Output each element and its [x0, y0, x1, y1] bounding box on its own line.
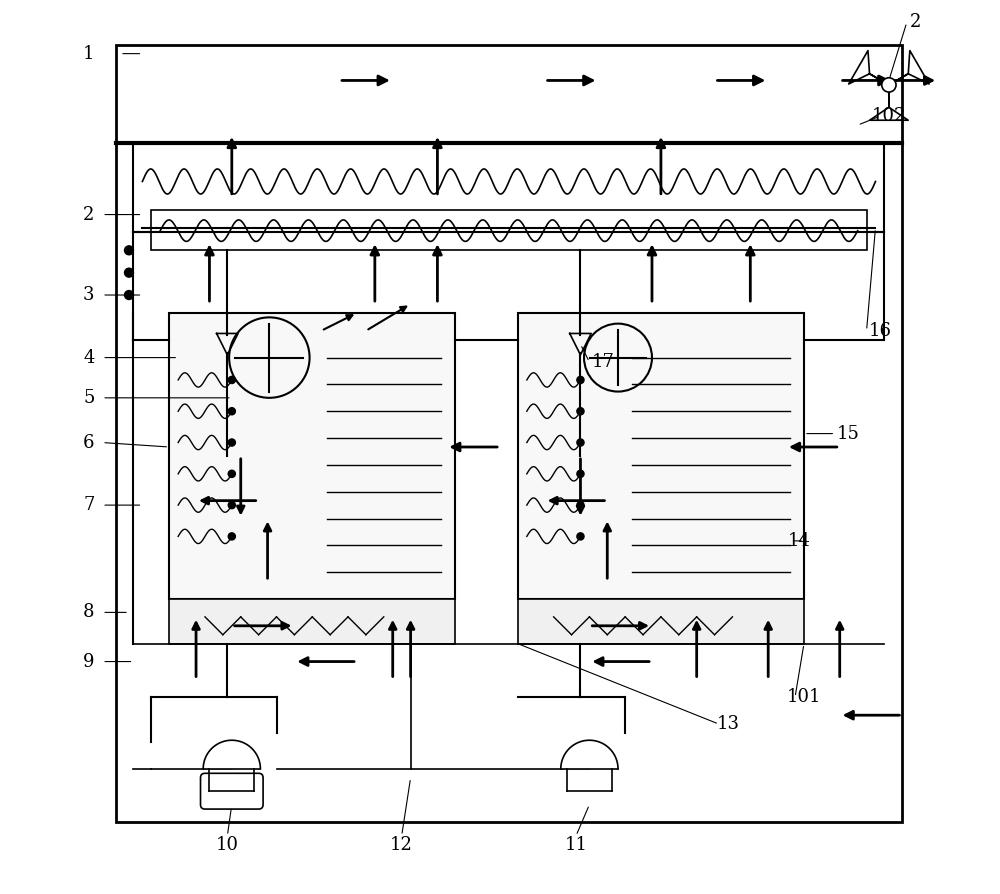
- Bar: [169, 599, 455, 644]
- Text: 3: 3: [83, 286, 95, 304]
- Polygon shape: [561, 740, 618, 769]
- Bar: [169, 313, 455, 599]
- Circle shape: [577, 376, 584, 384]
- FancyBboxPatch shape: [201, 773, 263, 809]
- Circle shape: [228, 502, 235, 509]
- Circle shape: [228, 408, 235, 415]
- Text: 14: 14: [788, 532, 811, 550]
- Bar: [133, 143, 884, 232]
- Circle shape: [125, 291, 133, 299]
- Text: 1: 1: [83, 45, 95, 63]
- Text: 9: 9: [83, 653, 95, 670]
- Text: 17: 17: [591, 353, 614, 371]
- Text: 12: 12: [390, 836, 413, 854]
- Circle shape: [125, 246, 133, 255]
- Text: 13: 13: [716, 715, 739, 733]
- Bar: [518, 599, 804, 644]
- Text: 11: 11: [564, 836, 587, 854]
- Circle shape: [228, 376, 235, 384]
- Text: 2: 2: [910, 13, 921, 31]
- Text: 10: 10: [216, 836, 239, 854]
- Circle shape: [577, 502, 584, 509]
- Text: 15: 15: [837, 425, 860, 443]
- Circle shape: [577, 408, 584, 415]
- Text: 8: 8: [83, 603, 95, 621]
- Circle shape: [882, 78, 896, 92]
- Text: 16: 16: [868, 322, 891, 340]
- Text: 5: 5: [83, 389, 94, 407]
- Text: 6: 6: [83, 434, 95, 451]
- Text: 101: 101: [787, 688, 821, 706]
- Circle shape: [577, 439, 584, 446]
- Bar: [518, 313, 804, 599]
- Text: 102: 102: [872, 107, 906, 125]
- Text: 7: 7: [83, 496, 94, 514]
- Bar: [116, 45, 902, 822]
- Text: 4: 4: [83, 349, 94, 367]
- Circle shape: [577, 470, 584, 477]
- Bar: [151, 210, 867, 250]
- Polygon shape: [203, 740, 260, 769]
- Circle shape: [125, 268, 133, 277]
- Circle shape: [577, 533, 584, 540]
- Text: 2: 2: [83, 206, 94, 224]
- Circle shape: [228, 533, 235, 540]
- Circle shape: [228, 439, 235, 446]
- Circle shape: [228, 470, 235, 477]
